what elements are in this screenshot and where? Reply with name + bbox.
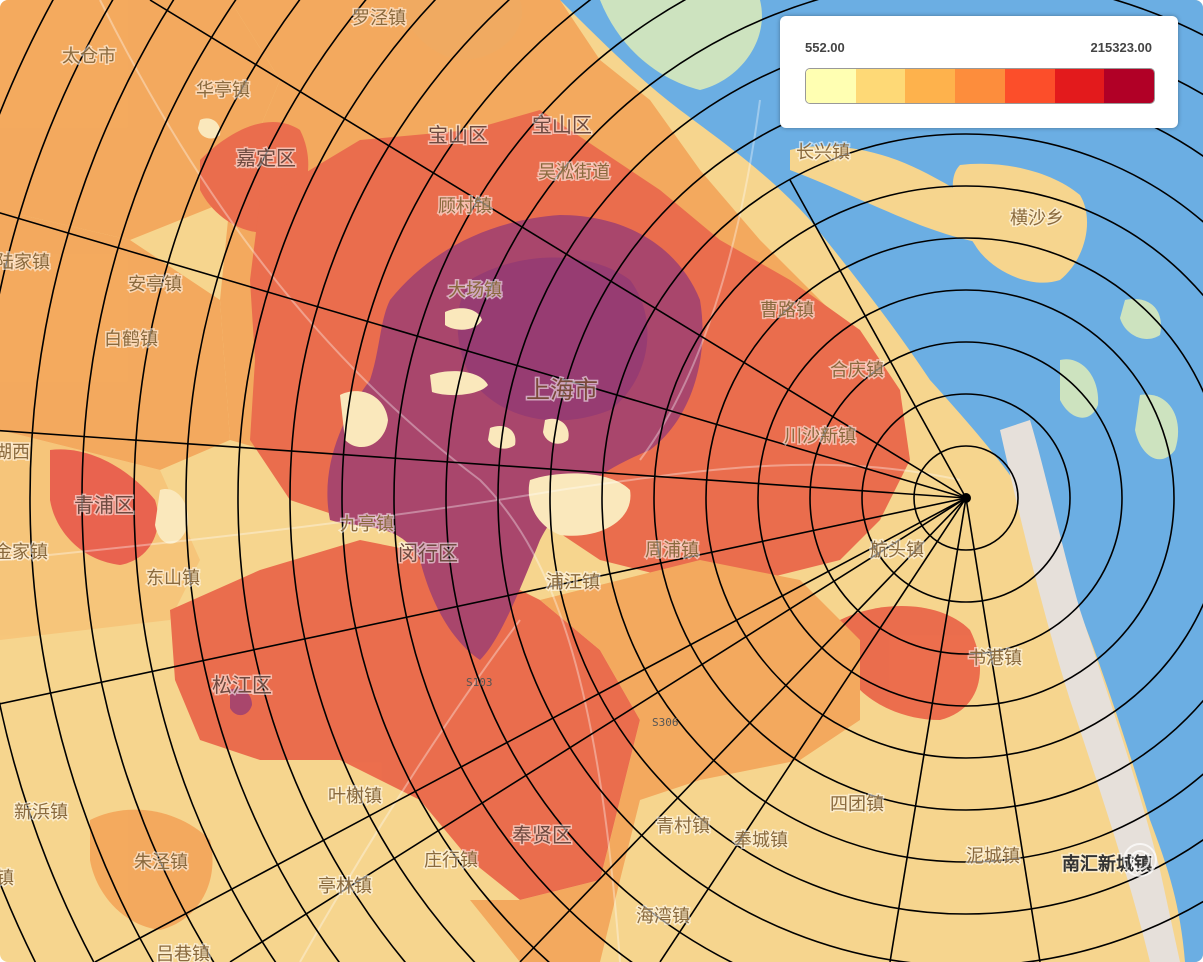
region-low-8 xyxy=(198,118,221,139)
label-heqing: 合庆镇 xyxy=(830,360,884,381)
legend-panel: 552.00 215323.00 xyxy=(780,16,1178,128)
label-jiading: 嘉定区 xyxy=(236,146,296,170)
label-zhoupu: 周浦镇 xyxy=(645,540,699,561)
place-labels: 太仓市 罗泾镇 华亭镇 宝山区 宝山区 嘉定区 吴淞街道 顾村镇 长兴镇 横沙乡… xyxy=(0,7,1154,962)
island-north-park xyxy=(600,0,762,90)
label-dachang: 大场镇 xyxy=(448,280,502,301)
region-core-inner xyxy=(457,257,648,421)
label-tinglin: 亭林镇 xyxy=(318,876,372,897)
coastal-flat xyxy=(1000,420,1180,962)
label-xinbang: 新浜镇 xyxy=(14,802,68,823)
label-situan: 四团镇 xyxy=(830,794,884,815)
label-xingang: 书港镇 xyxy=(968,648,1022,669)
legend-color-step-7 xyxy=(1104,69,1154,103)
label-chuansha: 川沙新镇 xyxy=(784,426,856,447)
legend-min-label: 552.00 xyxy=(805,40,845,55)
radial-grid-spokes xyxy=(0,0,1041,962)
label-zhujing: 朱泾镇 xyxy=(134,852,188,873)
region-songjiang-dark xyxy=(230,688,252,716)
label-huxi: 湖西 xyxy=(0,442,30,463)
label-wusong: 吴淞街道 xyxy=(538,162,610,183)
label-nicheng: 泥城镇 xyxy=(966,846,1020,867)
label-pujiang: 浦江镇 xyxy=(546,572,600,593)
label-huating: 华亭镇 xyxy=(196,80,250,101)
label-zhuanghang: 庄行镇 xyxy=(424,850,478,871)
label-taicang: 太仓市 xyxy=(62,46,116,67)
legend-color-step-6 xyxy=(1054,69,1105,103)
label-baoshan-a: 宝山区 xyxy=(428,123,488,147)
label-anting: 安亭镇 xyxy=(128,274,182,295)
label-dongshan: 东山镇 xyxy=(146,568,200,589)
legend-color-step-1 xyxy=(806,69,856,103)
legend-max-label: 215323.00 xyxy=(1090,40,1152,55)
label-haiwan: 海湾镇 xyxy=(636,906,690,927)
region-qingpu xyxy=(50,449,159,565)
island-small-1 xyxy=(1060,359,1099,418)
label-songjiang: 松江区 xyxy=(212,673,272,697)
label-jiuting: 九亭镇 xyxy=(340,514,394,535)
label-road-s103: S103 xyxy=(466,676,493,689)
label-luojing: 罗泾镇 xyxy=(352,8,406,29)
region-low-7 xyxy=(155,489,189,544)
label-gucun: 顾村镇 xyxy=(438,196,492,217)
island-small-3 xyxy=(1120,299,1161,339)
legend-color-step-5 xyxy=(1004,69,1055,103)
label-baoshan-b: 宝山区 xyxy=(532,113,592,137)
label-jinjia: 金家镇 xyxy=(0,542,48,563)
region-low-4 xyxy=(445,308,482,330)
roads xyxy=(0,0,961,962)
legend-color-ramp xyxy=(805,68,1155,104)
label-yexie: 叶榭镇 xyxy=(328,786,382,807)
label-nanhui: 南汇新城镇 xyxy=(1062,853,1152,875)
label-kangqiao: 航头镇 xyxy=(870,540,924,561)
label-baihe: 白鹤镇 xyxy=(104,329,158,350)
legend-color-step-2 xyxy=(855,69,906,103)
radial-grid-center xyxy=(961,493,971,503)
label-minhang: 闵行区 xyxy=(398,541,458,565)
label-lvxiang: 吕巷镇 xyxy=(156,944,210,962)
label-hengsha: 横沙乡 xyxy=(1010,208,1064,229)
region-low-1 xyxy=(340,391,388,448)
location-marker-icon xyxy=(1123,843,1157,877)
label-qingcun: 青村镇 xyxy=(656,816,710,837)
label-fengcheng: 奉城镇 xyxy=(734,830,788,851)
label-qingpu: 青浦区 xyxy=(74,493,134,517)
label-changxing: 长兴镇 xyxy=(796,142,850,163)
region-low-2 xyxy=(528,473,631,536)
legend-color-step-3 xyxy=(905,69,956,103)
legend-color-step-4 xyxy=(955,69,1005,103)
label-lujia: 陆家镇 xyxy=(0,252,50,273)
label-jinmen: 镇 xyxy=(0,868,14,889)
label-fengxian: 奉贤区 xyxy=(512,823,572,847)
region-south-band xyxy=(170,540,640,900)
label-road-s306: S306 xyxy=(652,716,679,729)
island-changxing xyxy=(790,146,1010,245)
label-caolu: 曹路镇 xyxy=(760,300,814,321)
label-shanghai: 上海市 xyxy=(526,376,598,404)
